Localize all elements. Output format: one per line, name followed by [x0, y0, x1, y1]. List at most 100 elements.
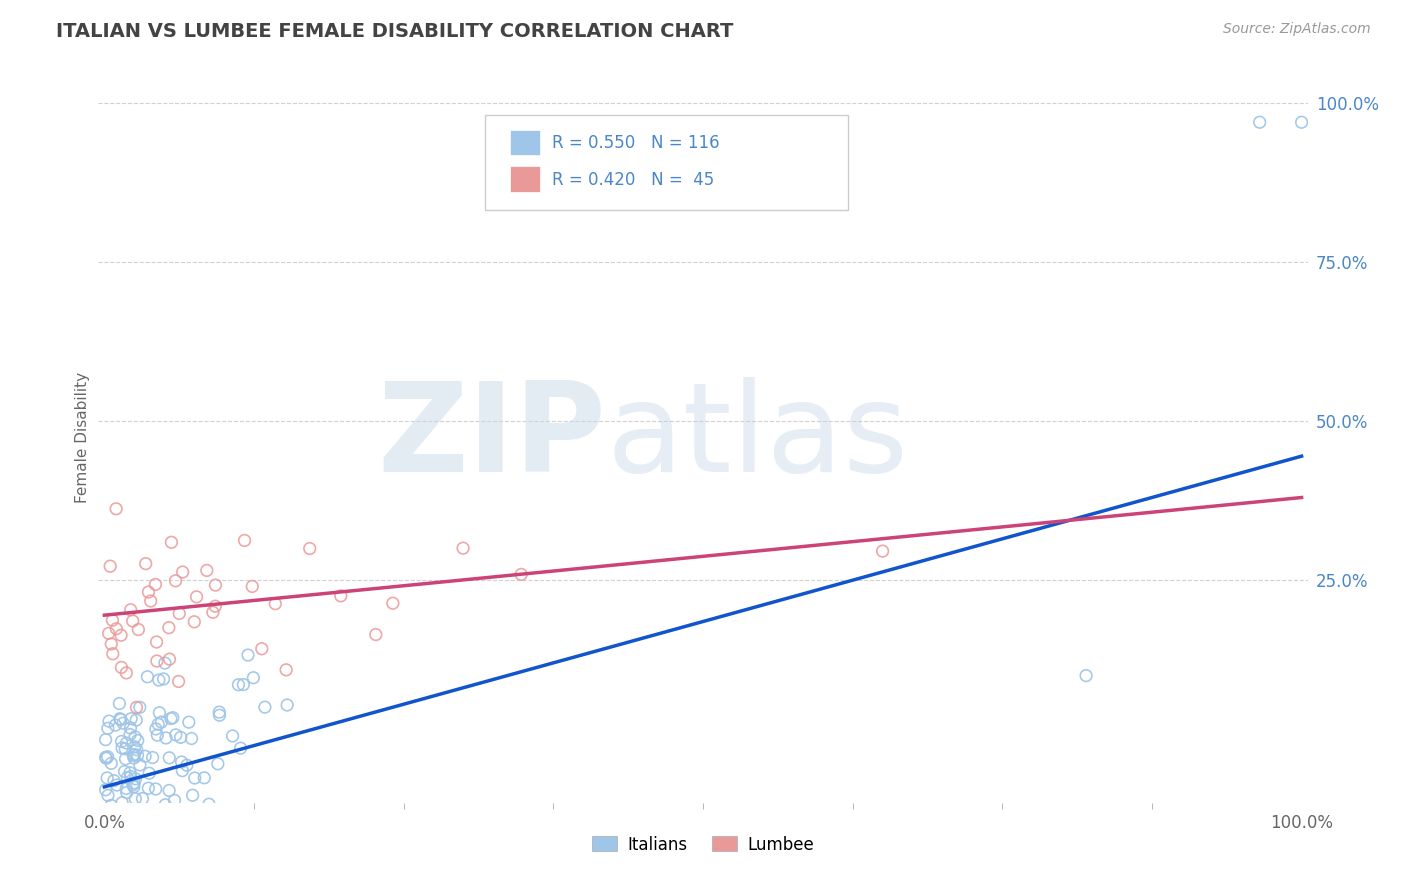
Point [136, 670, 159, 684]
Point [97, 749, 120, 764]
Point [129, 823, 152, 838]
Point [159, 652, 181, 666]
Point [120, 770, 142, 784]
Point [105, 778, 128, 792]
Point [156, 807, 179, 822]
Point [150, 714, 173, 729]
Point [131, 818, 153, 832]
Point [167, 674, 190, 689]
Point [232, 677, 254, 691]
Point [105, 778, 128, 792]
Point [120, 765, 142, 780]
Point [207, 756, 229, 771]
Point [115, 785, 138, 799]
Point [115, 736, 138, 750]
Point [134, 749, 156, 764]
Point [180, 731, 202, 746]
Point [122, 748, 145, 763]
Point [111, 840, 134, 855]
Point [155, 797, 177, 812]
Point [229, 741, 252, 756]
Point [125, 700, 148, 714]
Point [156, 807, 179, 822]
Point [111, 741, 134, 756]
Point [142, 750, 165, 764]
Point [138, 585, 160, 599]
Point [114, 764, 136, 779]
Point [125, 743, 148, 757]
Point [232, 677, 254, 691]
Point [124, 791, 146, 805]
Point [101, 821, 124, 835]
Point [108, 712, 131, 726]
Point [204, 578, 226, 592]
Point [329, 589, 352, 603]
Point [172, 764, 194, 778]
Point [120, 603, 142, 617]
Point [94, 782, 117, 797]
Point [125, 743, 148, 757]
Point [134, 749, 156, 764]
Point [162, 711, 184, 725]
Point [221, 729, 243, 743]
Point [131, 791, 153, 805]
Point [129, 823, 152, 838]
Point [104, 718, 127, 732]
Point [148, 673, 170, 687]
Point [176, 758, 198, 772]
Point [110, 713, 132, 727]
Point [240, 579, 263, 593]
Point [198, 797, 221, 812]
Point [276, 698, 298, 712]
Point [135, 557, 157, 571]
Point [145, 577, 167, 591]
Point [131, 791, 153, 805]
Point [253, 700, 276, 714]
Point [152, 672, 174, 686]
Point [117, 771, 139, 785]
Point [145, 782, 167, 797]
Point [122, 843, 145, 857]
Point [145, 722, 167, 736]
Point [160, 535, 183, 549]
Point [198, 797, 221, 812]
Point [122, 778, 145, 792]
Point [103, 773, 125, 788]
Point [124, 730, 146, 744]
Point [242, 671, 264, 685]
Point [125, 713, 148, 727]
Point [155, 731, 177, 745]
Point [128, 700, 150, 714]
Legend: Italians, Lumbee: Italians, Lumbee [585, 829, 821, 860]
Point [94, 782, 117, 797]
Point [170, 835, 193, 849]
Point [122, 780, 145, 794]
Point [181, 789, 204, 803]
Point [125, 713, 148, 727]
Point [145, 635, 167, 649]
Point [127, 748, 149, 763]
Point [112, 716, 135, 731]
Point [131, 805, 153, 819]
Point [172, 764, 194, 778]
Point [148, 673, 170, 687]
Point [138, 766, 160, 780]
Point [145, 782, 167, 797]
Point [253, 700, 276, 714]
Point [124, 772, 146, 786]
Point [128, 700, 150, 714]
Point [124, 730, 146, 744]
Point [105, 501, 128, 516]
Point [97, 626, 120, 640]
Point [118, 813, 141, 827]
Point [208, 705, 231, 719]
Point [124, 739, 146, 754]
Point [97, 721, 120, 735]
Point [148, 706, 170, 720]
Point [100, 756, 122, 771]
Point [120, 728, 142, 742]
Point [166, 827, 188, 841]
Point [1291, 115, 1313, 129]
Point [120, 770, 142, 784]
Point [117, 771, 139, 785]
